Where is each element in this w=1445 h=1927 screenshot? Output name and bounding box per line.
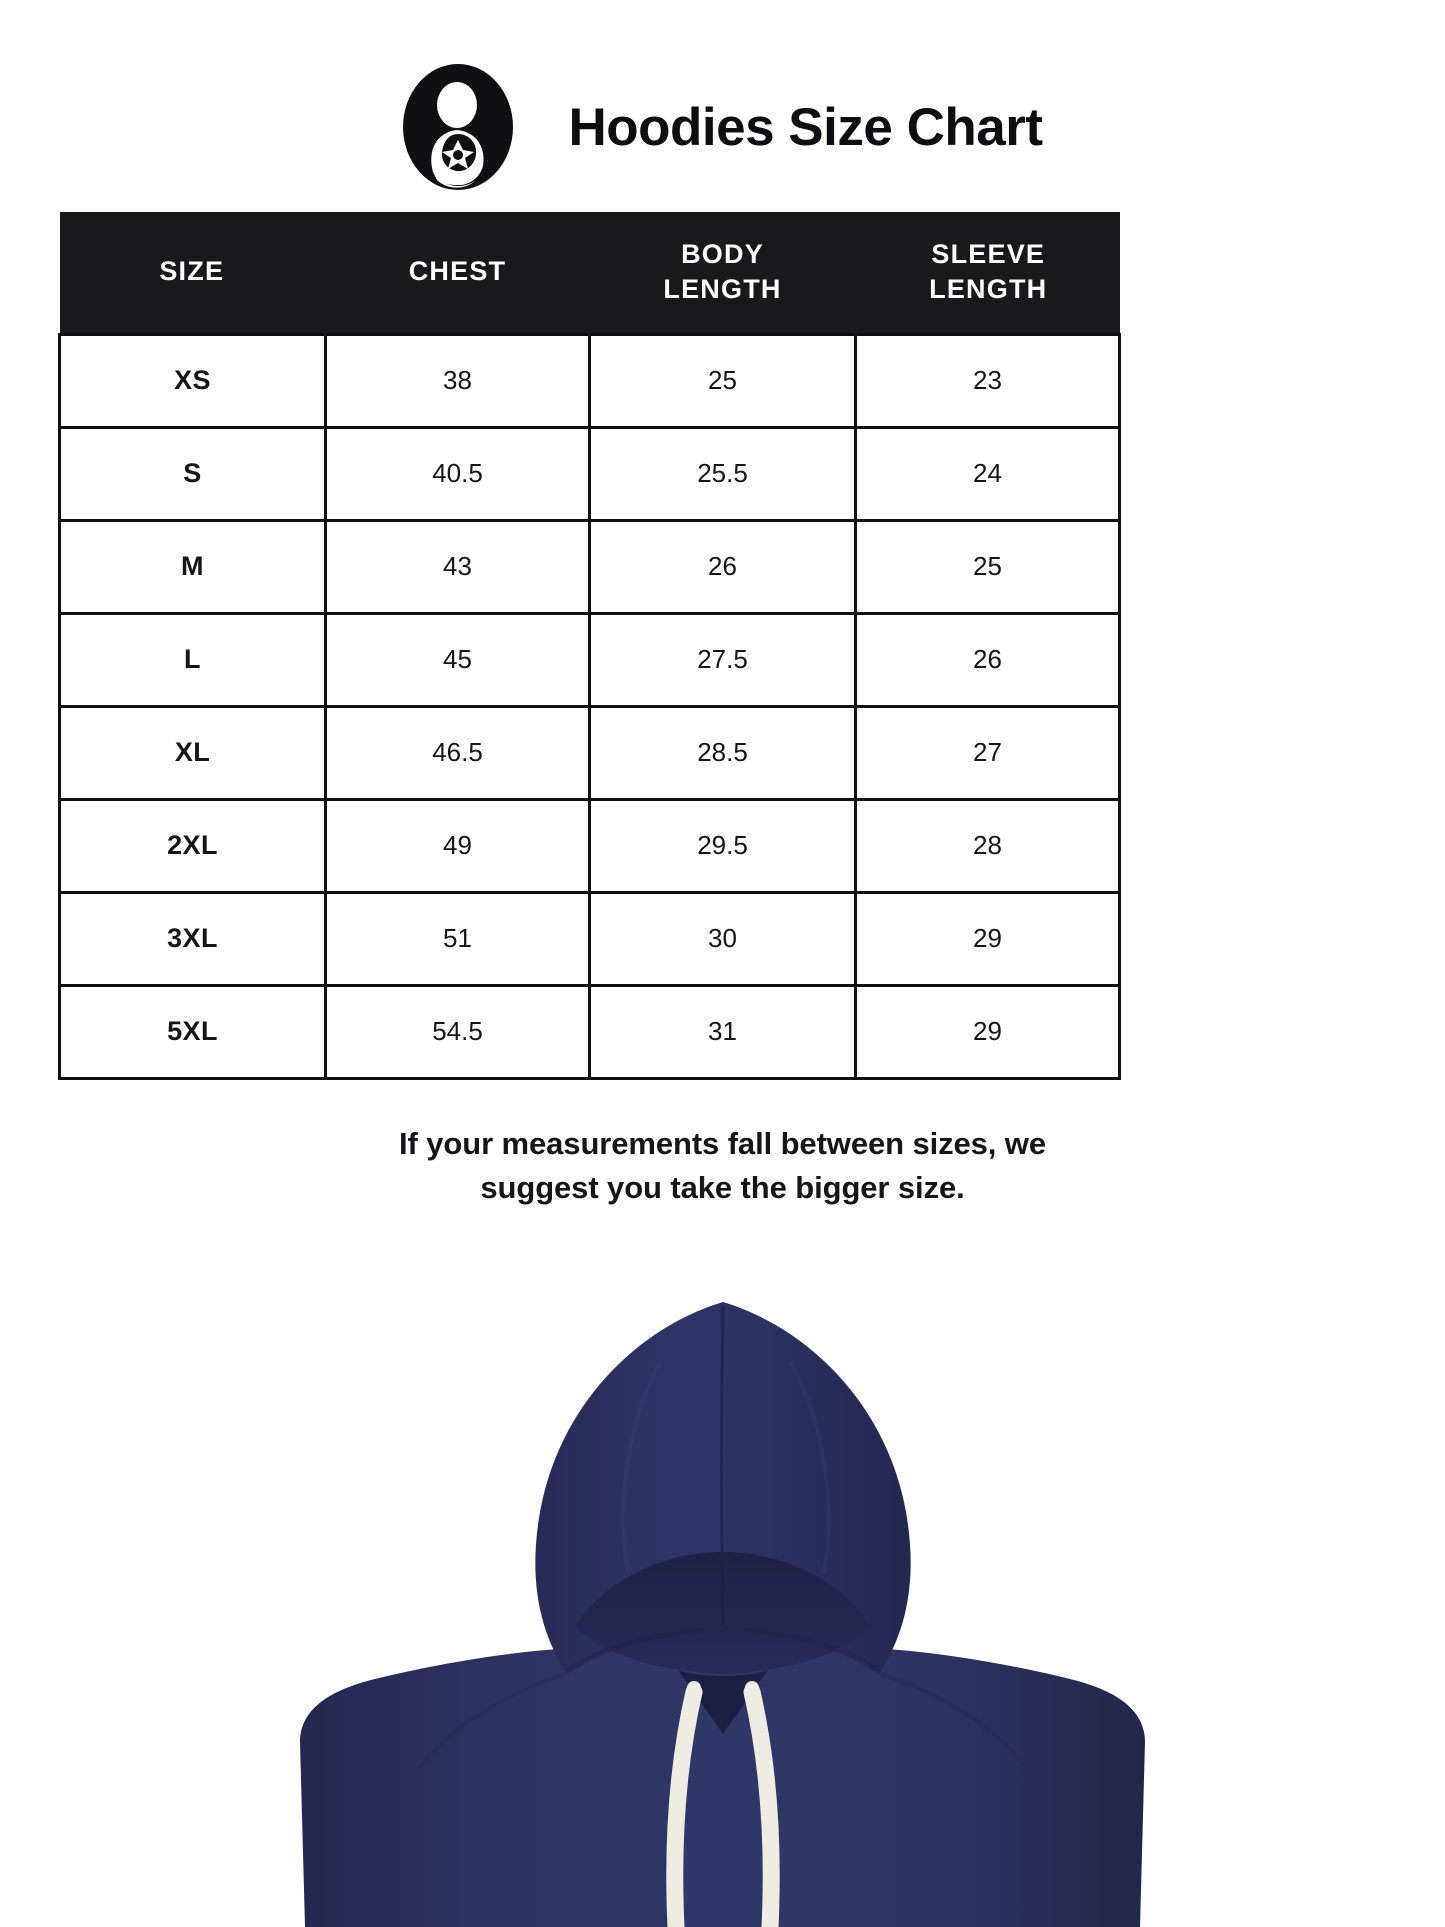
cell-size: S (58, 425, 327, 522)
cell-sleeve-length: 28 (854, 797, 1121, 894)
caption-line-2: suggest you take the bigger size. (480, 1170, 965, 1206)
column-header-chest: CHEST (325, 212, 591, 334)
cell-sleeve-length: 29 (854, 983, 1121, 1080)
column-header-sleeve-length-line1: SLEEVE (931, 238, 1046, 269)
cell-chest: 51 (324, 890, 591, 987)
cell-size: L (58, 611, 327, 708)
cell-body-length: 25.5 (588, 425, 857, 522)
cell-chest: 46.5 (324, 704, 591, 801)
cell-size: M (58, 518, 327, 615)
cell-body-length: 27.5 (588, 611, 857, 708)
cell-body-length: 31 (588, 983, 857, 1080)
cell-size: XL (58, 704, 327, 801)
column-header-chest-label: CHEST (408, 256, 507, 287)
column-header-sleeve-length-line2: LENGTH (929, 274, 1048, 305)
cell-body-length: 25 (588, 332, 857, 429)
column-header-body-length-line2: LENGTH (663, 274, 782, 305)
column-header-body-length: BODY LENGTH (589, 212, 857, 334)
cell-sleeve-length: 24 (854, 425, 1121, 522)
cell-sleeve-length: 25 (854, 518, 1121, 615)
navy-hoodie-photo (0, 1222, 1445, 1927)
table-row: S 40.5 25.5 24 (58, 425, 1121, 522)
cell-size: 5XL (58, 983, 327, 1080)
cell-sleeve-length: 29 (854, 890, 1121, 987)
cell-chest: 45 (324, 611, 591, 708)
cell-size: XS (58, 332, 327, 429)
table-row: XS 38 25 23 (58, 332, 1121, 429)
cell-chest: 38 (324, 332, 591, 429)
cell-body-length: 28.5 (588, 704, 857, 801)
page-title: Hoodies Size Chart (568, 97, 1043, 157)
cell-size: 3XL (58, 890, 327, 987)
cell-size: 2XL (58, 797, 327, 894)
size-chart-table: SIZE CHEST BODY LENGTH SLEEVE LENGTH XS … (58, 212, 1121, 1080)
cell-body-length: 29.5 (588, 797, 857, 894)
column-header-body-length-line1: BODY (681, 238, 764, 269)
table-row: 5XL 54.5 31 29 (58, 983, 1121, 1080)
sizing-advice-caption: If your measurements fall between sizes,… (0, 1122, 1445, 1210)
table-row: 3XL 51 30 29 (58, 890, 1121, 987)
table-row: M 43 26 25 (58, 518, 1121, 615)
column-header-size: SIZE (59, 212, 327, 334)
table-row: XL 46.5 28.5 27 (58, 704, 1121, 801)
table-row: 2XL 49 29.5 28 (58, 797, 1121, 894)
mother-and-baby-logo-icon (402, 64, 513, 190)
column-header-sleeve-length: SLEEVE LENGTH (855, 212, 1120, 334)
cell-chest: 40.5 (324, 425, 591, 522)
cell-body-length: 30 (588, 890, 857, 987)
cell-body-length: 26 (588, 518, 857, 615)
cell-sleeve-length: 27 (854, 704, 1121, 801)
cell-sleeve-length: 23 (854, 332, 1121, 429)
cell-chest: 43 (324, 518, 591, 615)
table-row: L 45 27.5 26 (58, 611, 1121, 708)
cell-chest: 54.5 (324, 983, 591, 1080)
column-header-size-label: SIZE (159, 256, 225, 287)
caption-line-1: If your measurements fall between sizes,… (399, 1126, 1046, 1161)
cell-sleeve-length: 26 (854, 611, 1121, 708)
cell-chest: 49 (324, 797, 591, 894)
page-header: Hoodies Size Chart (0, 62, 1445, 192)
table-header-row: SIZE CHEST BODY LENGTH SLEEVE LENGTH (59, 212, 1120, 334)
